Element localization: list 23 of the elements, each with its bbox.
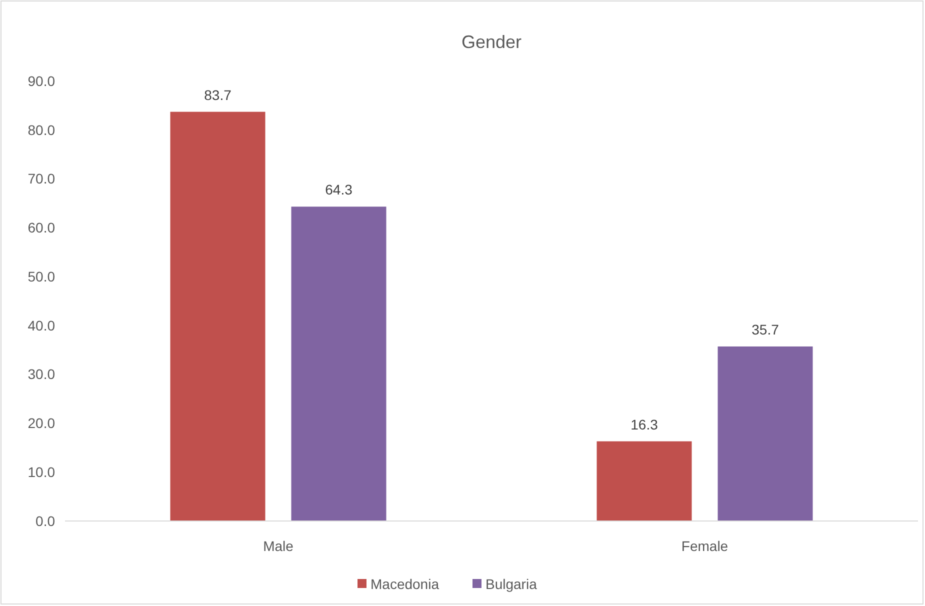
bar	[596, 441, 692, 521]
y-tick-label: 10.0	[28, 464, 56, 480]
y-tick-label: 80.0	[28, 122, 56, 138]
legend-label: Bulgaria	[486, 576, 538, 592]
y-tick-label: 40.0	[28, 317, 56, 334]
y-tick-label: 60.0	[28, 220, 56, 236]
bar	[291, 206, 386, 521]
data-label: 35.7	[752, 321, 780, 338]
y-tick-label: 50.0	[28, 268, 56, 284]
x-tick-label: Female	[681, 538, 728, 554]
bar	[170, 112, 266, 521]
y-tick-label: 20.0	[28, 415, 56, 432]
y-tick-label: 0.0	[36, 512, 56, 529]
chart-title: Gender	[461, 32, 522, 52]
data-label: 83.7	[204, 86, 232, 103]
data-label: 16.3	[630, 416, 658, 432]
data-label: 64.3	[325, 182, 353, 198]
legend-label: Macedonia	[370, 576, 440, 592]
y-tick-label: 70.0	[28, 170, 56, 187]
x-tick-label: Male	[263, 538, 294, 554]
y-tick-label: 30.0	[28, 366, 56, 382]
y-tick-label: 90.0	[28, 72, 56, 89]
bar	[718, 346, 813, 521]
